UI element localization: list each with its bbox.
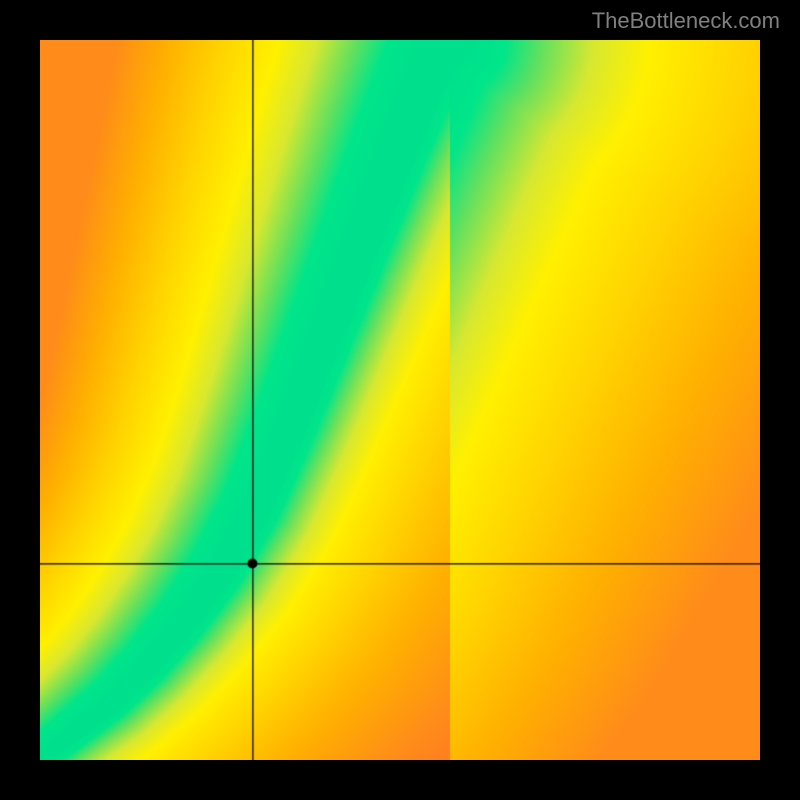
chart-container: { "watermark": "TheBottleneck.com", "can… [0, 0, 800, 800]
watermark-text: TheBottleneck.com [592, 8, 780, 34]
crosshair-overlay [40, 40, 760, 760]
